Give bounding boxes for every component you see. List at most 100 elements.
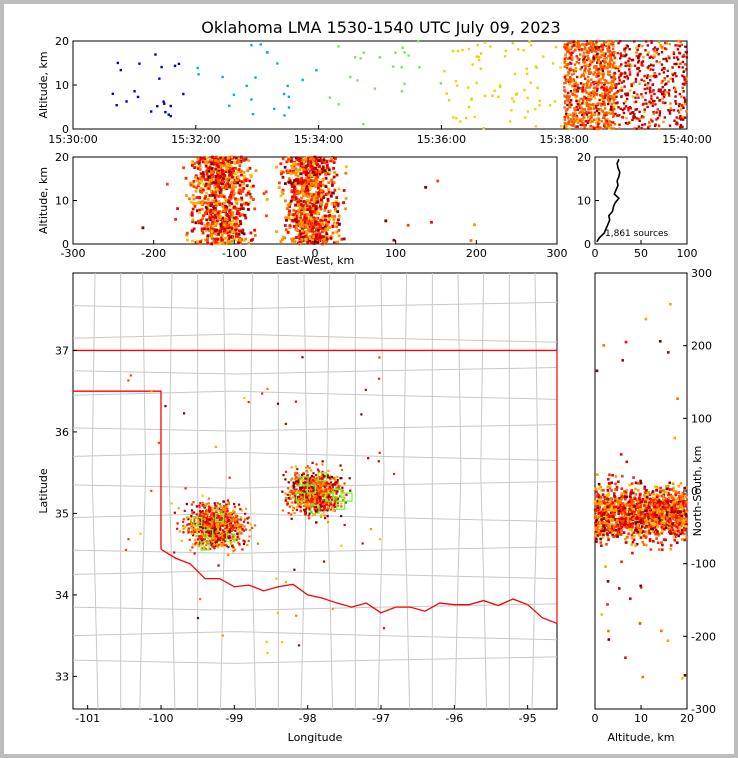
source-point — [624, 93, 628, 97]
source-point — [326, 473, 329, 476]
county-line — [72, 631, 558, 641]
source-point — [229, 536, 232, 539]
source-point — [565, 44, 569, 48]
source-point — [247, 189, 251, 193]
source-point — [301, 239, 305, 243]
source-point — [221, 521, 225, 525]
source-point — [195, 534, 198, 538]
source-point — [607, 124, 610, 127]
source-point — [580, 121, 584, 124]
source-point — [649, 68, 652, 71]
source-point — [611, 110, 614, 113]
source-point — [617, 82, 621, 85]
source-point — [208, 524, 211, 527]
source-point — [205, 543, 208, 547]
source-point — [576, 108, 580, 111]
source-point — [233, 548, 237, 551]
source-point — [612, 114, 616, 117]
source-point — [200, 227, 204, 231]
source-point — [319, 224, 323, 228]
source-point — [233, 510, 236, 513]
source-point — [332, 509, 335, 512]
source-point — [316, 468, 320, 471]
source-point — [571, 124, 574, 127]
source-point — [297, 478, 300, 482]
source-point — [322, 473, 325, 476]
source-point — [208, 223, 212, 227]
source-point — [335, 225, 338, 229]
source-point — [575, 75, 579, 79]
source-point — [288, 505, 292, 508]
source-point — [308, 507, 311, 510]
source-point — [253, 228, 257, 232]
source-point — [325, 498, 328, 501]
source-point — [597, 46, 601, 49]
source-point — [564, 63, 568, 66]
source-point — [203, 201, 207, 205]
source-point — [572, 44, 575, 47]
source-point — [210, 523, 214, 526]
source-point — [583, 59, 586, 62]
source-point — [233, 517, 236, 521]
source-point — [209, 181, 213, 185]
source-point — [228, 158, 232, 162]
source-point — [590, 91, 593, 95]
source-point — [627, 62, 630, 66]
source-point — [685, 78, 688, 81]
source-point — [230, 181, 234, 184]
source-point — [211, 218, 215, 221]
source-point — [326, 476, 329, 479]
source-point — [573, 69, 576, 72]
source-point — [238, 543, 241, 547]
source-point — [656, 116, 660, 120]
source-point — [618, 79, 621, 82]
source-point — [232, 509, 235, 512]
source-point — [600, 98, 604, 101]
source-point — [288, 181, 291, 184]
source-point — [279, 172, 283, 176]
source-point — [265, 197, 269, 201]
source-point — [589, 107, 593, 110]
source-point — [628, 63, 632, 66]
source-point — [652, 64, 655, 67]
source-point — [636, 72, 640, 75]
source-point — [218, 503, 221, 506]
source-point — [192, 185, 196, 189]
source-point — [288, 179, 292, 183]
source-point — [308, 466, 311, 469]
source-point — [329, 500, 333, 504]
source-point — [169, 114, 173, 118]
source-point — [226, 182, 230, 185]
source-point — [290, 157, 294, 161]
source-point — [683, 83, 686, 86]
source-point — [310, 469, 313, 472]
source-point — [682, 53, 686, 57]
source-point — [471, 63, 474, 66]
source-point — [621, 108, 625, 112]
source-point — [326, 496, 329, 499]
source-point — [319, 202, 323, 206]
source-point — [298, 219, 302, 223]
source-point — [331, 506, 334, 509]
source-point — [214, 174, 218, 178]
source-point — [581, 102, 584, 105]
source-point — [597, 80, 601, 83]
source-point — [139, 532, 142, 535]
source-point — [304, 192, 308, 195]
source-point — [577, 61, 581, 65]
source-point — [563, 45, 566, 49]
source-point — [320, 167, 324, 171]
source-point — [623, 75, 626, 79]
source-point — [588, 115, 591, 119]
source-point — [205, 156, 209, 160]
source-point — [214, 177, 218, 180]
source-point — [288, 224, 292, 228]
source-point — [632, 82, 635, 85]
source-point — [266, 651, 269, 655]
source-point — [287, 212, 291, 215]
source-point — [218, 216, 221, 220]
source-point — [568, 127, 571, 130]
source-point — [667, 55, 670, 58]
source-point — [567, 97, 570, 100]
source-point — [250, 43, 253, 47]
